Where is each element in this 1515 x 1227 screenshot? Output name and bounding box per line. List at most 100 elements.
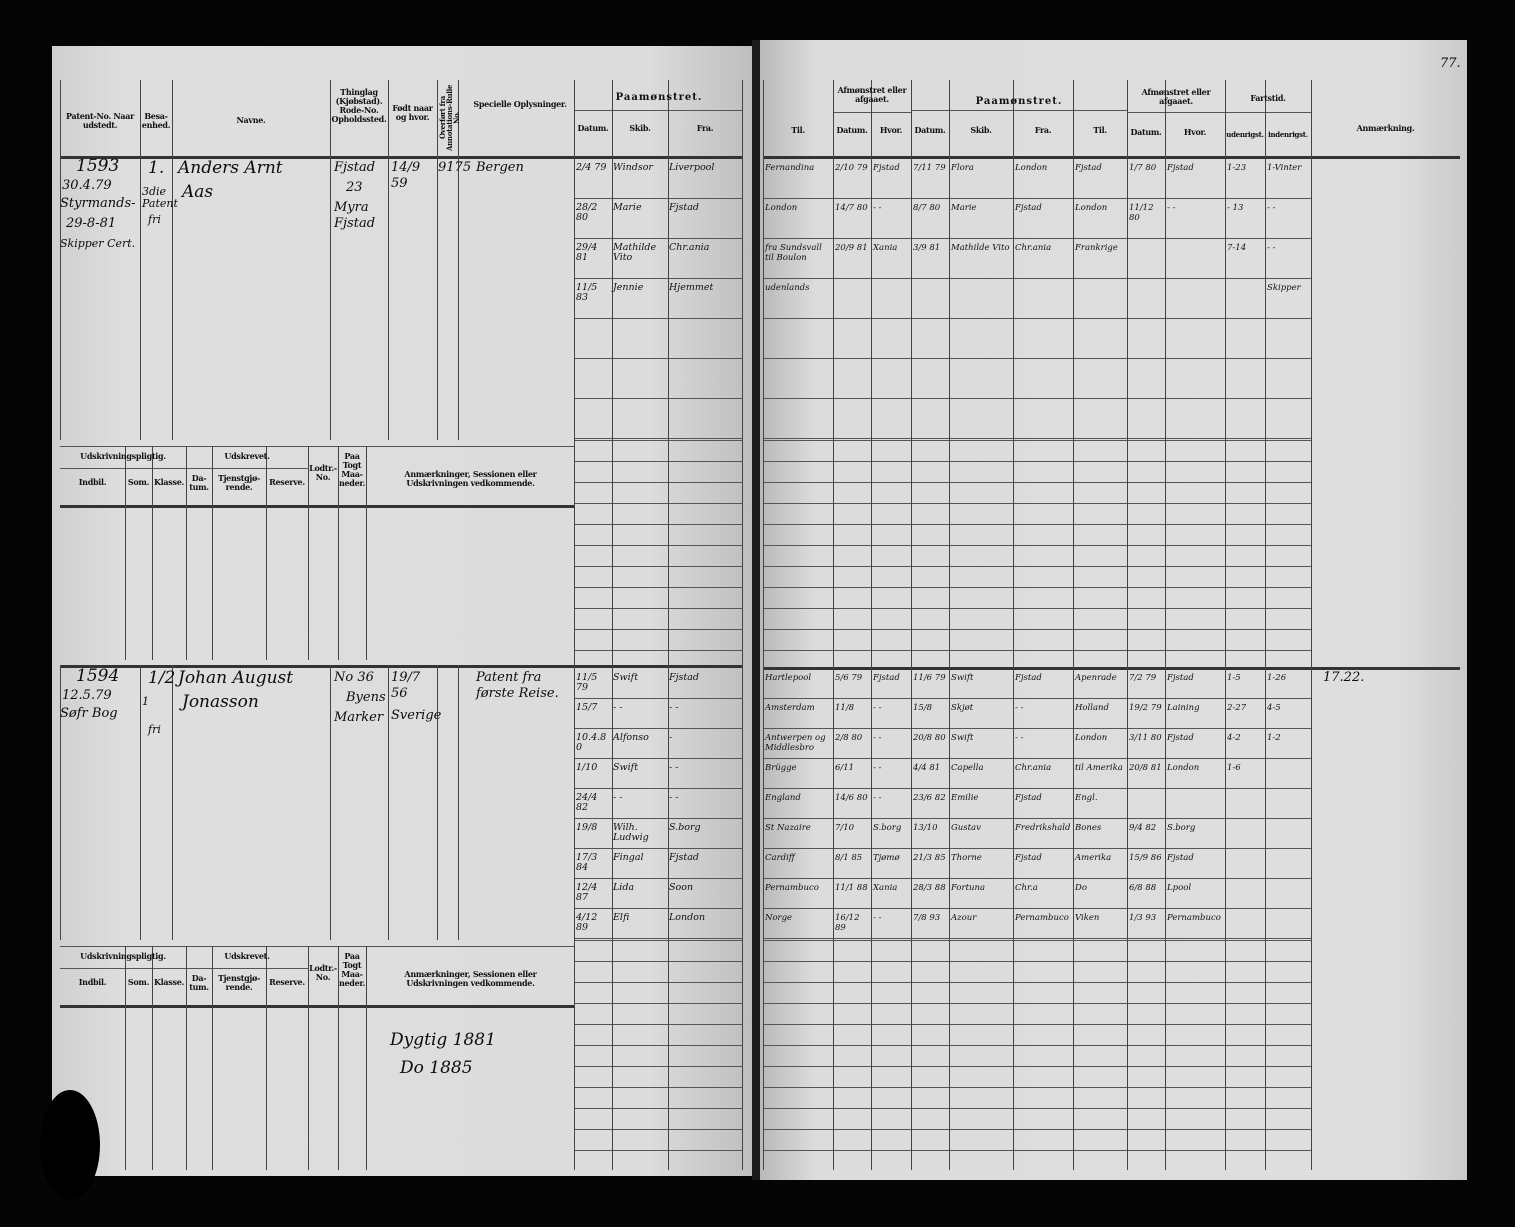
- header-udenrigs: udenrigst.: [1226, 130, 1264, 139]
- entry-0-voyage-right-0-til: Fernandina: [765, 163, 815, 173]
- entry-1-voyage-right-0-indenrigs: 1-26: [1267, 673, 1287, 683]
- entry-0-voyage-right-2-til: fra Sundsvall til Boulon: [765, 243, 822, 263]
- entry-1-voyage-right-7-til-2: Do: [1075, 883, 1087, 893]
- rule-line: [574, 788, 742, 789]
- conscription-0-pligtig: Udskrivningspligtig.: [80, 451, 166, 461]
- rule-line: [574, 982, 742, 983]
- rule-line: [763, 566, 1311, 567]
- entry-1-voyage-right-6-datum: 8/1 85: [835, 853, 863, 863]
- column-line: [308, 946, 309, 1170]
- entry-1-voyage-right-3-fra: Chr.ania: [1015, 763, 1052, 773]
- conscription-0-udskrevet: Udskrevet.: [224, 451, 270, 461]
- entry-0-voyage-right-1-skib: Marie: [951, 203, 977, 213]
- entry-1-besaetning-note-1: 1: [142, 695, 149, 708]
- entry-1-conscription-remark-1: Do 1885: [400, 1058, 473, 1078]
- rule-line: [763, 198, 1311, 199]
- entry-1-voyage-right-0-datum-paa: 11/6 79: [913, 673, 946, 683]
- entry-1-voyage-right-1-hvor-af: Laining: [1167, 703, 1200, 713]
- header-indenrigs: indenrigst.: [1268, 130, 1308, 139]
- header-overfort: Overført fra Annotations-Rulle No.: [438, 84, 461, 152]
- entry-1-voyage-left-8-skib: Elfi: [613, 912, 630, 923]
- entry-1-voyage-right-0-hvor-af: Fjstad: [1167, 673, 1194, 683]
- entry-1-voyage-right-1-udenrigs: 2-27: [1227, 703, 1247, 713]
- rule-line: [60, 446, 574, 447]
- entry-1-voyage-right-8-datum-af: 1/3 93: [1129, 913, 1157, 923]
- entry-1-voyage-left-6-datum: 17/3 84: [576, 852, 598, 873]
- conscription-0-indbil: Indbil.: [78, 477, 107, 487]
- entry-1-voyage-left-2-skib: Alfonso: [613, 732, 649, 743]
- right-page: [759, 40, 1467, 1180]
- entry-0-voyage-right-2-datum: 20/9 81: [835, 243, 868, 253]
- rule-line: [574, 818, 742, 819]
- entry-0-voyage-right-0-indenrigs: 1-Vinter: [1267, 163, 1302, 173]
- entry-1-voyage-right-8-skib: Azour: [951, 913, 977, 923]
- entry-0-voyage-left-1-datum: 28/2 80: [576, 202, 598, 223]
- entry-0-voyage-right-1-datum-paa: 8/7 80: [913, 203, 941, 213]
- entry-0-voyage-right-2-datum-paa: 3/9 81: [913, 243, 941, 253]
- entry-1-voyage-right-0-udenrigs: 1-5: [1227, 673, 1241, 683]
- column-line: [1165, 80, 1166, 1170]
- rule-line: [60, 946, 574, 947]
- entry-0-voyage-left-0-skib: Windsor: [613, 162, 653, 173]
- rule-line: [60, 968, 308, 969]
- entry-0-voyage-right-1-datum: 14/7 80: [835, 203, 868, 213]
- rule-line: [574, 1150, 742, 1151]
- column-line: [1013, 80, 1014, 1170]
- entry-1-voyage-right-4-skib: Emilie: [951, 793, 979, 803]
- entry-0-thinglag-2: 23: [346, 180, 363, 195]
- entry-1-voyage-right-6-hvor-af: Fjstad: [1167, 853, 1194, 863]
- entry-1-voyage-left-6-skib: Fingal: [613, 852, 644, 863]
- entry-1-voyage-right-6-skib: Thorne: [951, 853, 982, 863]
- conscription-1-indbil: Indbil.: [78, 977, 107, 987]
- entry-0-voyage-right-0-skib: Flora: [951, 163, 974, 173]
- column-line: [1225, 80, 1226, 1170]
- rule-line: [763, 1066, 1311, 1067]
- entry-1-voyage-right-8-til-2: Viken: [1075, 913, 1100, 923]
- rule-line: [574, 1108, 742, 1109]
- entry-0-voyage-left-3-datum: 11/5 83: [576, 282, 598, 303]
- rule-line: [763, 1003, 1311, 1004]
- entry-0-voyage-right-1-fra: Fjstad: [1015, 203, 1042, 213]
- conscription-0-tjeneste: Tjenstgjø-rende.: [217, 473, 261, 492]
- rule-line: [574, 545, 742, 546]
- entry-1-voyage-left-3-skib: Swift: [613, 762, 639, 773]
- entry-1-voyage-left-4-fra: - -: [669, 792, 679, 803]
- entry-1-voyage-right-7-fra: Chr.a: [1015, 883, 1038, 893]
- entry-0-voyage-right-2-indenrigs: - -: [1267, 243, 1276, 253]
- rule-line: [911, 110, 1127, 111]
- rule-line: [763, 398, 1311, 399]
- rule-line: [574, 587, 742, 588]
- rule-line: [763, 440, 1311, 441]
- rule-line: [763, 698, 1311, 699]
- entry-1-voyage-right-1-hvor: - -: [873, 703, 882, 713]
- entry-1-voyage-right-0-fra: Fjstad: [1015, 673, 1042, 683]
- entry-0-speciel: Bergen: [476, 160, 524, 175]
- rule-line: [574, 358, 742, 359]
- header-til: Til.: [791, 125, 805, 135]
- entry-0-voyage-right-1-til: London: [765, 203, 798, 213]
- header-til-2: Til.: [1093, 125, 1107, 135]
- column-line: [1311, 80, 1312, 1170]
- header-hvor: Hvor.: [879, 125, 903, 135]
- entry-1-voyage-left-5-datum: 19/8: [576, 822, 598, 833]
- entry-1-voyage-right-0-skib: Swift: [951, 673, 974, 683]
- entry-1-voyage-right-6-til: Cardiff: [765, 853, 795, 863]
- entry-0-patent-no: 1593: [76, 156, 120, 176]
- entry-0-voyage-left-1-skib: Marie: [613, 202, 642, 213]
- conscription-1-pligtig: Udskrivningspligtig.: [80, 951, 166, 961]
- entry-1-fodt-2: Sverige: [391, 708, 442, 723]
- column-line: [458, 80, 459, 440]
- entry-1-voyage-right-7-datum-paa: 28/3 88: [913, 883, 946, 893]
- entry-0-voyage-right-2-udenrigs: 7-14: [1227, 243, 1247, 253]
- entry-0-voyage-right-0-datum: 2/10 79: [835, 163, 868, 173]
- rule-line: [763, 608, 1311, 609]
- column-line: [125, 446, 126, 660]
- entry-1-voyage-left-2-fra: -: [669, 732, 673, 743]
- rule-line: [763, 278, 1311, 279]
- entry-0-voyage-right-2-til-2: Frankrige: [1075, 243, 1118, 253]
- entry-1-voyage-right-5-datum-paa: 13/10: [913, 823, 938, 833]
- column-line: [266, 446, 267, 660]
- rule-line: [763, 1129, 1311, 1130]
- column-line: [266, 946, 267, 1170]
- entry-1-voyage-left-6-fra: Fjstad: [669, 852, 699, 863]
